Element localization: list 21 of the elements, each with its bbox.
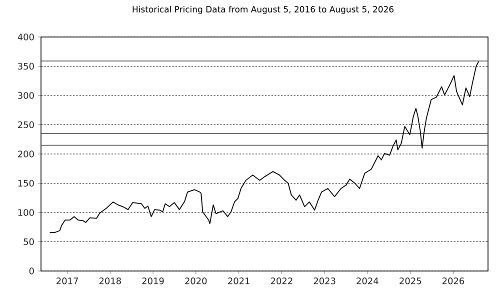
y-tick-label: 0: [29, 268, 34, 274]
y-tick-label: 50: [24, 238, 34, 246]
y-tick-label: 300: [18, 92, 34, 99]
y-tick-label: 350: [18, 62, 34, 70]
x-tick-label: 2022: [270, 278, 292, 284]
y-tick-label: 400: [18, 34, 34, 40]
y-tick-label: 200: [18, 150, 34, 158]
x-tick-label: 2025: [400, 278, 422, 284]
y-tick-label: 100: [18, 209, 34, 216]
x-tick-label: 2020: [185, 278, 207, 284]
x-tick-label: 2026: [442, 278, 464, 284]
chart-title: Historical Pricing Data from August 5, 2016 to August 5, 2026: [132, 6, 394, 14]
line-series: [49, 61, 480, 233]
y-tick-label: 250: [18, 121, 34, 128]
x-tick-label: 2017: [56, 278, 78, 284]
y-tick-label: 150: [18, 180, 34, 187]
x-tick-label: 2018: [99, 278, 121, 284]
x-tick-label: 2023: [314, 278, 336, 284]
x-tick-label: 2024: [356, 278, 378, 284]
x-tick-label: 2019: [142, 278, 164, 284]
x-tick-label: 2021: [228, 278, 250, 284]
